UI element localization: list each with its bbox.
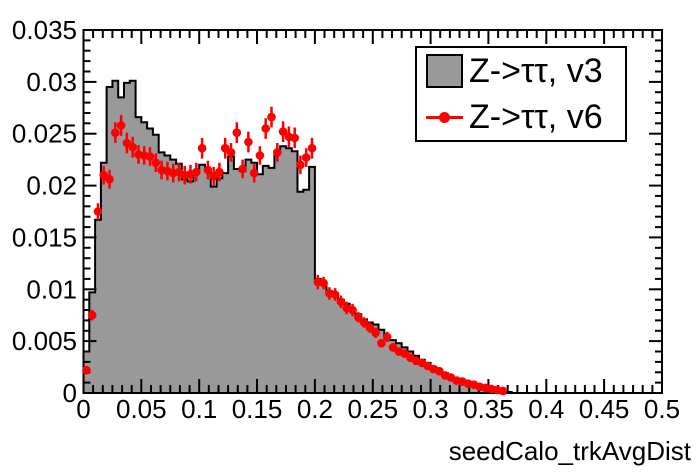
svg-text:0.5: 0.5 — [644, 394, 680, 424]
svg-text:0.2: 0.2 — [297, 394, 333, 424]
svg-text:0.25: 0.25 — [347, 394, 398, 424]
legend-label-v6: Z->ττ, v6 — [469, 98, 603, 136]
svg-text:0.005: 0.005 — [12, 326, 77, 356]
axes-frame-and-ticks — [82, 29, 663, 394]
legend-red-dot — [439, 111, 450, 123]
legend-label-v3: Z->ττ, v3 — [469, 52, 603, 90]
svg-text:0.01: 0.01 — [26, 274, 77, 304]
svg-text:0.05: 0.05 — [116, 394, 167, 424]
svg-text:0.025: 0.025 — [12, 119, 77, 149]
svg-text:0.15: 0.15 — [232, 394, 283, 424]
axis-tick-labels: 0 0.05 0.1 0.15 0.2 0.25 0.3 0.35 0.4 0.45 0.5 0 0.0… — [12, 15, 680, 424]
svg-text:0.1: 0.1 — [181, 394, 217, 424]
legend-box: Z->ττ, v3 Z->ττ, v6 — [415, 46, 627, 142]
red-points-series — [82, 106, 508, 396]
svg-text:0: 0 — [63, 378, 77, 408]
svg-text:0.03: 0.03 — [26, 67, 77, 97]
svg-text:0: 0 — [76, 394, 90, 424]
legend-entry-v6: Z->ττ, v6 — [417, 94, 625, 140]
svg-text:0.45: 0.45 — [579, 394, 630, 424]
svg-text:0.015: 0.015 — [12, 222, 77, 252]
svg-text:0.035: 0.035 — [12, 15, 77, 45]
svg-text:0.4: 0.4 — [528, 394, 564, 424]
x-axis-title: seedCalo_trkAvgDist — [448, 436, 691, 466]
legend-point-marker-icon — [426, 100, 463, 134]
legend-entry-v3: Z->ττ, v3 — [417, 48, 625, 94]
svg-text:0.3: 0.3 — [413, 394, 449, 424]
legend-filled-box-icon — [426, 54, 463, 88]
svg-text:0.02: 0.02 — [26, 171, 77, 201]
svg-text:0.35: 0.35 — [463, 394, 514, 424]
